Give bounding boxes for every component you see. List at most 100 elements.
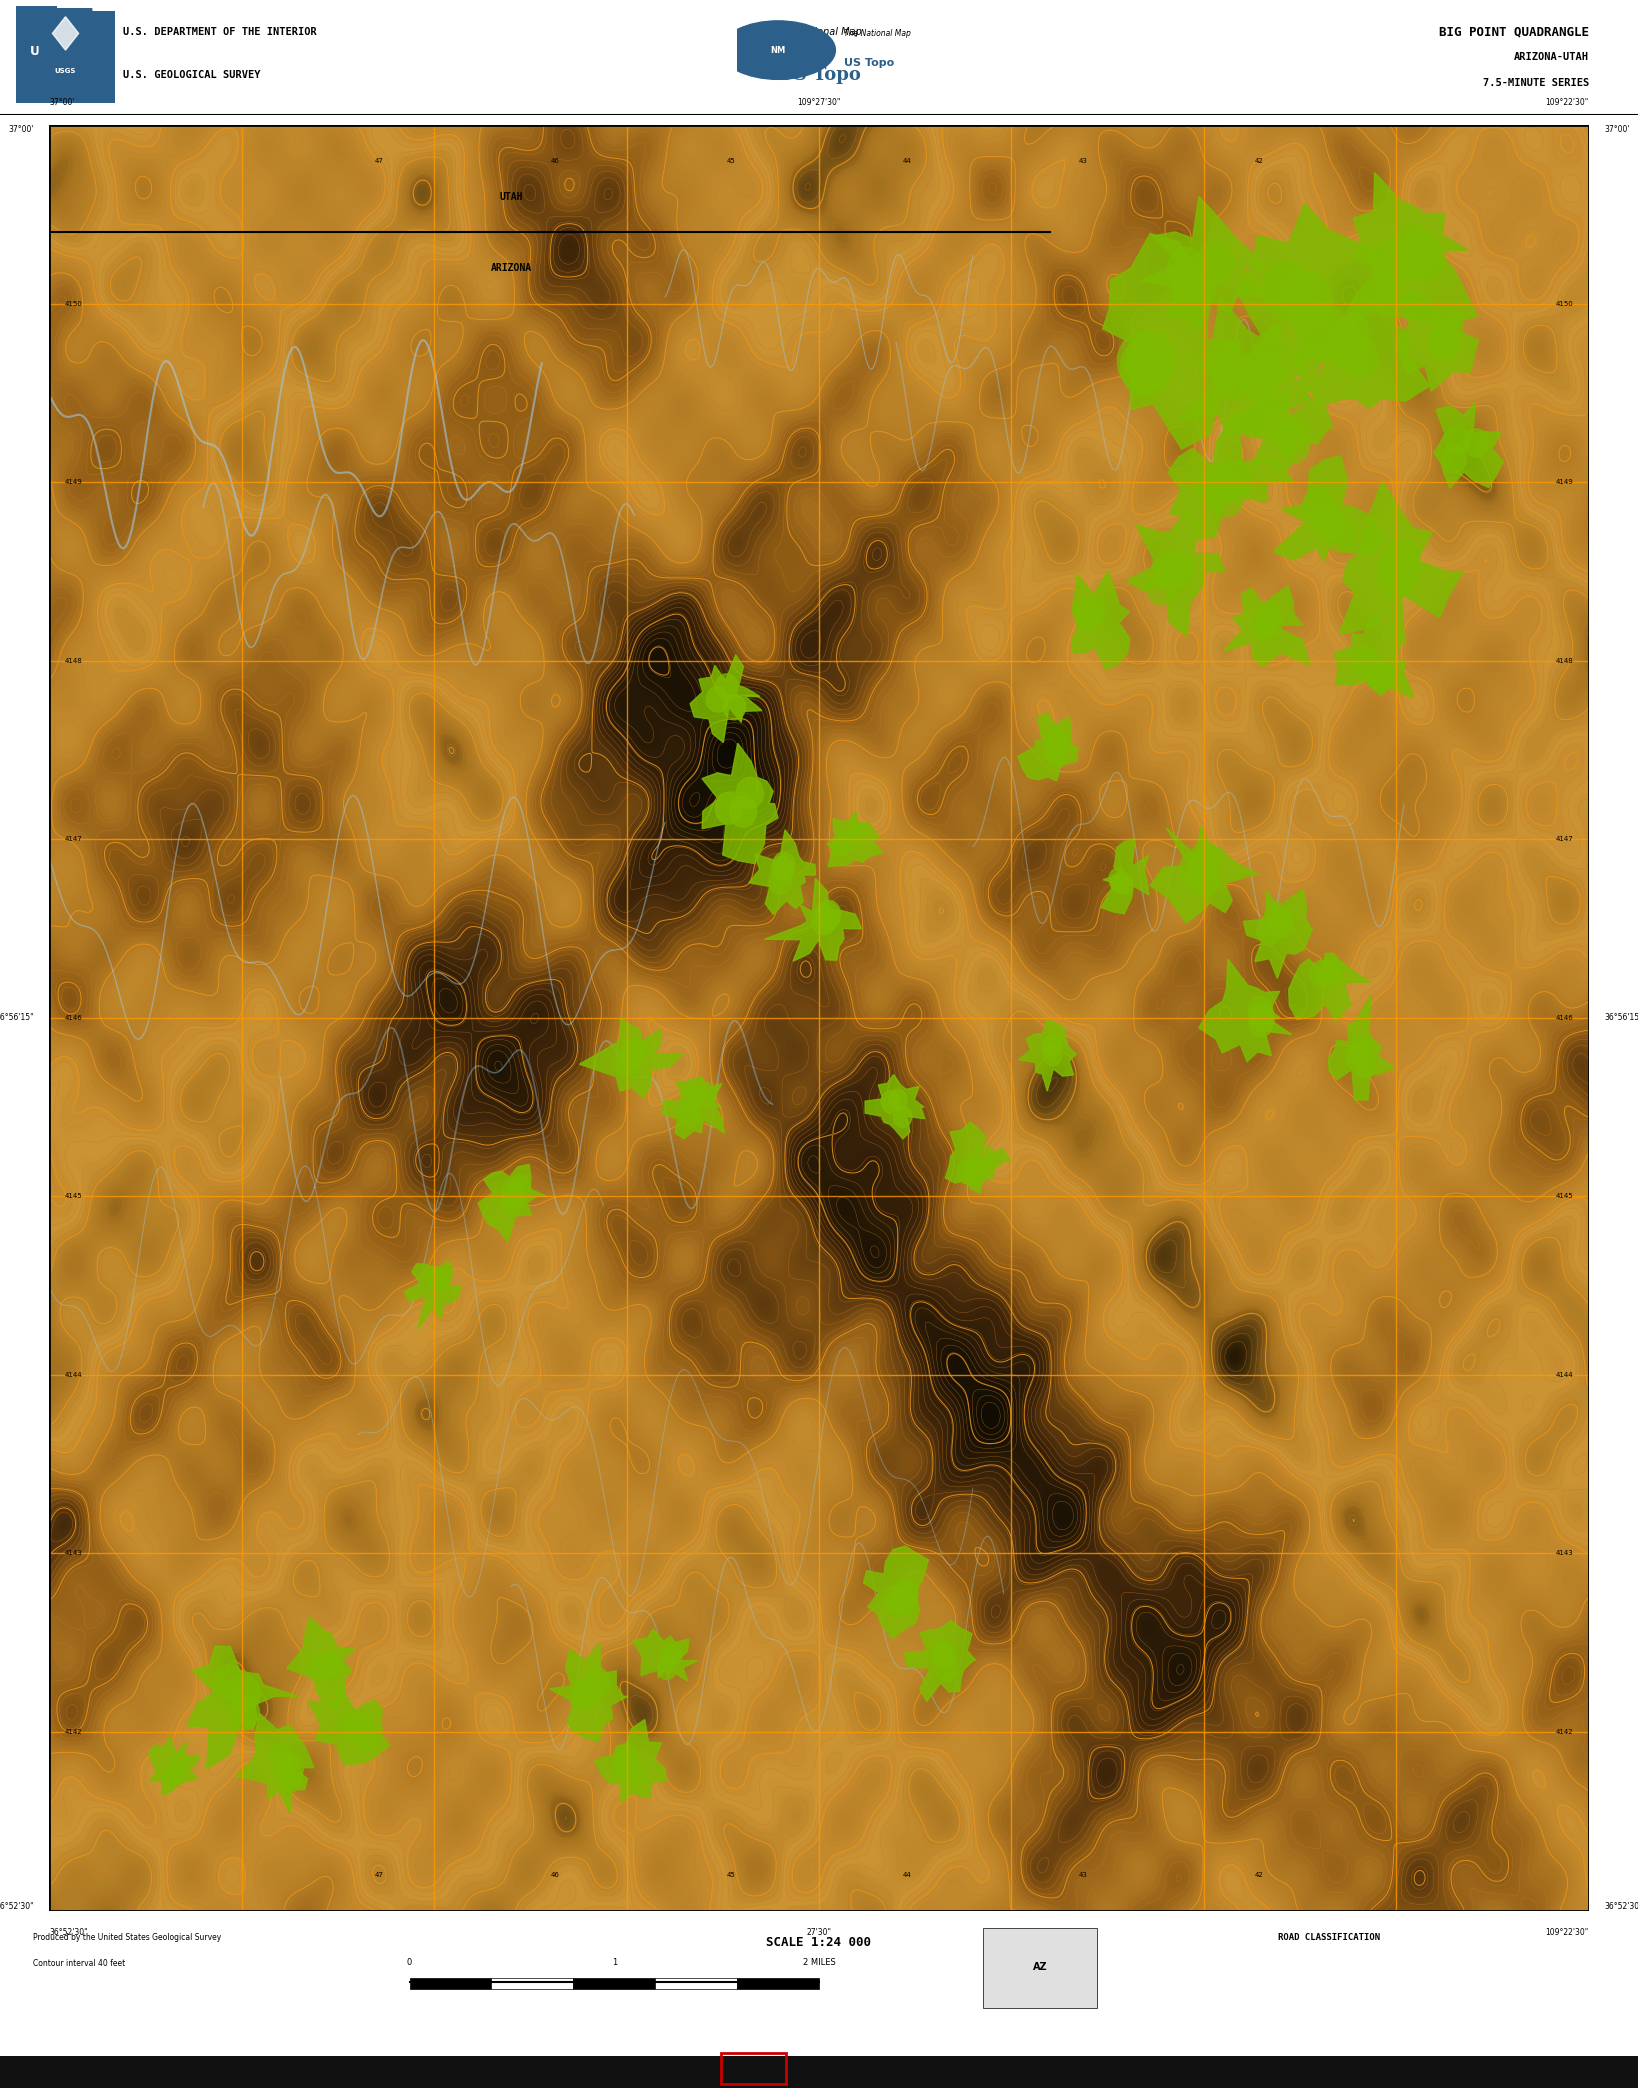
Circle shape xyxy=(934,1643,957,1668)
Circle shape xyxy=(735,777,763,808)
Text: AZ: AZ xyxy=(1034,1963,1047,1973)
Circle shape xyxy=(1109,869,1127,889)
Circle shape xyxy=(1256,601,1281,631)
Circle shape xyxy=(164,1764,182,1787)
Polygon shape xyxy=(904,1620,976,1702)
Circle shape xyxy=(1168,248,1204,290)
Polygon shape xyxy=(478,1165,547,1242)
Circle shape xyxy=(167,1764,185,1785)
Bar xyxy=(573,1977,655,1988)
Polygon shape xyxy=(1296,269,1430,407)
Circle shape xyxy=(278,1762,303,1792)
Circle shape xyxy=(424,1265,444,1288)
Text: 36°52'30": 36°52'30" xyxy=(0,1902,34,1911)
Circle shape xyxy=(1464,428,1489,457)
Text: 4143: 4143 xyxy=(64,1551,82,1556)
Text: 46: 46 xyxy=(550,159,560,165)
Circle shape xyxy=(354,1723,378,1752)
Circle shape xyxy=(893,1579,919,1608)
Circle shape xyxy=(570,1681,595,1710)
Circle shape xyxy=(1392,223,1435,274)
Circle shape xyxy=(1297,303,1346,359)
Circle shape xyxy=(680,1084,703,1111)
Polygon shape xyxy=(1150,827,1260,923)
Text: US Topo: US Topo xyxy=(844,58,894,67)
Polygon shape xyxy=(690,656,762,743)
Circle shape xyxy=(832,835,850,856)
Text: SCALE 1:24 000: SCALE 1:24 000 xyxy=(767,1936,871,1948)
Bar xyxy=(655,1977,737,1988)
Text: US Topo: US Topo xyxy=(778,65,860,84)
Circle shape xyxy=(716,793,742,825)
Polygon shape xyxy=(1168,411,1294,541)
Circle shape xyxy=(1327,516,1356,551)
Circle shape xyxy=(1047,733,1070,758)
Text: 4147: 4147 xyxy=(64,837,82,841)
Text: 46: 46 xyxy=(550,1871,560,1877)
Polygon shape xyxy=(632,1629,698,1681)
Circle shape xyxy=(1302,489,1333,524)
Text: U.S. GEOLOGICAL SURVEY: U.S. GEOLOGICAL SURVEY xyxy=(123,69,260,79)
Text: 36°56'15": 36°56'15" xyxy=(0,1013,34,1023)
Polygon shape xyxy=(549,1643,627,1741)
Text: 36°52'30": 36°52'30" xyxy=(1604,1902,1638,1911)
Circle shape xyxy=(1332,328,1368,372)
Circle shape xyxy=(848,823,867,844)
Circle shape xyxy=(1263,261,1312,317)
Circle shape xyxy=(1155,551,1184,587)
Polygon shape xyxy=(405,1261,460,1330)
Circle shape xyxy=(1147,570,1178,606)
Polygon shape xyxy=(1102,234,1240,449)
Circle shape xyxy=(431,1270,449,1292)
Circle shape xyxy=(213,1664,244,1700)
Circle shape xyxy=(616,1048,640,1077)
Circle shape xyxy=(1197,242,1233,286)
Text: 37°00': 37°00' xyxy=(49,98,75,106)
Circle shape xyxy=(1384,547,1420,591)
Circle shape xyxy=(935,1656,958,1681)
Circle shape xyxy=(1269,908,1294,938)
Text: 45: 45 xyxy=(727,1871,735,1877)
Circle shape xyxy=(1111,873,1129,894)
Circle shape xyxy=(1317,960,1340,986)
Polygon shape xyxy=(749,829,816,915)
Circle shape xyxy=(1165,553,1196,589)
Text: 2 MILES: 2 MILES xyxy=(803,1959,835,1967)
Polygon shape xyxy=(1289,952,1371,1021)
Circle shape xyxy=(658,1658,676,1679)
Text: 4150: 4150 xyxy=(64,301,82,307)
Polygon shape xyxy=(1335,618,1414,697)
Text: 4145: 4145 xyxy=(1556,1194,1574,1199)
Polygon shape xyxy=(1224,585,1310,666)
Circle shape xyxy=(1310,960,1332,986)
Text: 44: 44 xyxy=(903,1871,911,1877)
Text: 4142: 4142 xyxy=(1556,1729,1574,1735)
Circle shape xyxy=(228,1695,259,1731)
Circle shape xyxy=(585,1668,609,1698)
Circle shape xyxy=(1075,597,1099,626)
Circle shape xyxy=(1265,411,1296,447)
Circle shape xyxy=(771,856,794,881)
Polygon shape xyxy=(1019,1019,1076,1092)
Circle shape xyxy=(269,1743,293,1773)
Text: 36°56'15": 36°56'15" xyxy=(1604,1013,1638,1023)
Polygon shape xyxy=(1243,889,1312,979)
Circle shape xyxy=(957,1159,980,1184)
Circle shape xyxy=(973,1144,994,1171)
Circle shape xyxy=(1378,555,1414,599)
Circle shape xyxy=(729,796,757,827)
Text: 0: 0 xyxy=(406,1959,413,1967)
Polygon shape xyxy=(1199,958,1291,1061)
Circle shape xyxy=(613,1752,634,1779)
Circle shape xyxy=(1283,271,1332,328)
Polygon shape xyxy=(1394,290,1479,390)
Text: 4148: 4148 xyxy=(1556,658,1574,664)
Text: The National Map: The National Map xyxy=(844,29,911,38)
Circle shape xyxy=(1171,263,1207,305)
Text: NM: NM xyxy=(770,46,786,54)
Circle shape xyxy=(1207,474,1245,518)
Text: 7.5-MINUTE SERIES: 7.5-MINUTE SERIES xyxy=(1482,77,1589,88)
Circle shape xyxy=(716,674,737,699)
Circle shape xyxy=(306,1656,329,1683)
Circle shape xyxy=(339,1710,364,1739)
